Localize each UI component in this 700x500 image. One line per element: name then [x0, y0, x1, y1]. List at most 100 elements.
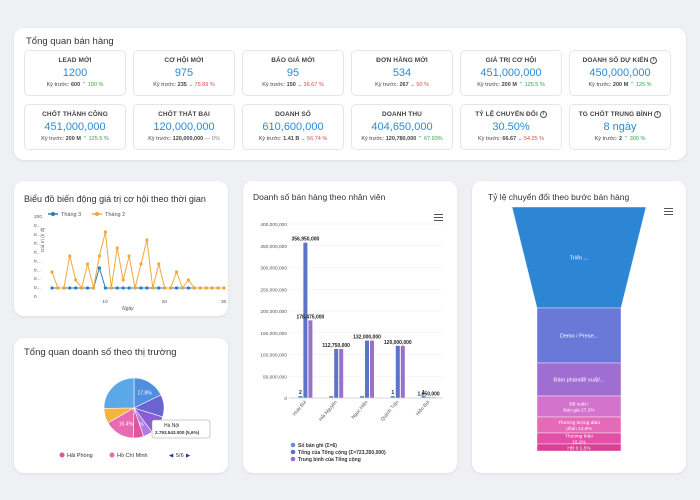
bar[interactable]: [360, 396, 364, 398]
line-point[interactable]: [109, 286, 113, 290]
bar[interactable]: [303, 242, 308, 398]
funnel-stage[interactable]: [536, 443, 622, 452]
line-point[interactable]: [210, 286, 214, 290]
kpi-card[interactable]: TỶ LỆ CHUYỂN ĐỔI i 30.50% Kỳ trước: 66.67 …: [460, 104, 562, 150]
bar-chart-menu-icon[interactable]: [434, 214, 443, 221]
kpi-card[interactable]: GIÁ TRỊ CƠ HỘI 451,000,000 Kỳ trước: 200 M…: [460, 50, 562, 96]
kpi-card[interactable]: DOANH SỐ 610,600,000 Kỳ trước: 1.41 B ⌄ 56…: [242, 104, 344, 150]
line-point[interactable]: [198, 286, 202, 290]
bar[interactable]: [365, 340, 369, 398]
legend-label[interactable]: Hải Phòng: [67, 453, 93, 459]
line-point[interactable]: [180, 286, 185, 290]
legend-dot[interactable]: [290, 442, 296, 448]
line-point[interactable]: [192, 286, 196, 290]
line-point[interactable]: [74, 286, 78, 290]
legend-label[interactable]: Tháng 2: [105, 212, 125, 218]
legend-label[interactable]: Trung bình của Tổng cộng: [298, 456, 361, 463]
line-point[interactable]: [157, 262, 161, 266]
line-point[interactable]: [121, 286, 125, 290]
legend-dot[interactable]: [59, 452, 65, 458]
line-point[interactable]: [139, 262, 143, 266]
bar[interactable]: [308, 320, 313, 398]
funnel-menu-icon[interactable]: [664, 208, 673, 215]
bar[interactable]: [370, 340, 374, 398]
line-series[interactable]: [51, 231, 224, 290]
bar[interactable]: [426, 397, 431, 398]
legend-label[interactable]: Tháng 3: [61, 212, 81, 218]
y-tick-label: 100,000,000: [260, 353, 287, 359]
line-point[interactable]: [186, 286, 191, 290]
line-point[interactable]: [139, 286, 143, 290]
kpi-label-text: BÁO GIÁ MỚI: [271, 57, 315, 64]
bar[interactable]: [298, 396, 303, 398]
line-point[interactable]: [145, 286, 149, 290]
info-icon[interactable]: i: [650, 57, 658, 64]
line-point[interactable]: [216, 286, 220, 290]
kpi-card[interactable]: CHỐT THÀNH CÔNG 451,000,000 Kỳ trước: 200 …: [24, 104, 126, 150]
bar[interactable]: [339, 348, 344, 398]
kpi-card[interactable]: DOANH THU 404,650,000 Kỳ trước: 120,780,00…: [351, 104, 453, 150]
line-point[interactable]: [50, 270, 54, 274]
line-point[interactable]: [157, 286, 161, 290]
bar[interactable]: [390, 396, 395, 398]
market-card: Tổng quan doanh số theo thị trường 17.8%…: [14, 338, 228, 473]
tooltip-name: Hà Nội: [164, 423, 179, 429]
line-point[interactable]: [169, 286, 173, 290]
line-point[interactable]: [91, 286, 96, 290]
kpi-card[interactable]: LEAD MỚI 1200 Kỳ trước: 600 ⌃ 100 %: [24, 50, 126, 96]
legend-dot[interactable]: [290, 456, 296, 462]
line-point[interactable]: [115, 286, 119, 290]
kpi-card[interactable]: BÁO GIÁ MỚI 95 Kỳ trước: 150 ⌄ 36.67 %: [242, 50, 344, 96]
line-point[interactable]: [62, 286, 66, 290]
line-point[interactable]: [115, 246, 119, 250]
line-point[interactable]: [97, 266, 102, 270]
kpi-card[interactable]: TG CHỐT TRUNG BÌNH i 8 ngày Kỳ trước: 2 ⌃ …: [569, 104, 671, 150]
line-point[interactable]: [133, 286, 137, 290]
bar[interactable]: [395, 345, 400, 398]
bar[interactable]: [400, 345, 405, 398]
line-point[interactable]: [103, 286, 107, 290]
bar[interactable]: [421, 396, 426, 398]
legend-next-icon[interactable]: ▶: [186, 453, 191, 459]
line-point[interactable]: [145, 238, 149, 242]
line-point[interactable]: [68, 286, 72, 290]
bar[interactable]: [334, 348, 339, 398]
kpi-card[interactable]: CƠ HỘI MỚI 975 Kỳ trước: 235 ⌄ 75.89 %: [133, 50, 235, 96]
line-point[interactable]: [127, 286, 131, 290]
legend-label[interactable]: Hồ Chí Minh: [117, 453, 148, 459]
line-point[interactable]: [222, 286, 226, 290]
bar[interactable]: [431, 397, 436, 398]
line-point[interactable]: [186, 278, 191, 282]
legend-label[interactable]: Tổng của Tổng cộng (Σ=723,350,000): [298, 449, 386, 456]
pie-slice[interactable]: [103, 377, 135, 409]
line-point[interactable]: [204, 286, 208, 290]
line-point[interactable]: [68, 254, 72, 258]
legend-dot[interactable]: [109, 452, 115, 458]
info-icon[interactable]: i: [654, 111, 662, 118]
legend-prev-icon[interactable]: ◀: [169, 453, 174, 459]
line-point[interactable]: [85, 286, 90, 290]
line-point[interactable]: [80, 286, 84, 290]
line-point[interactable]: [56, 286, 60, 290]
line-point[interactable]: [174, 286, 179, 290]
legend-label[interactable]: Số bản ghi (Σ=6): [298, 442, 337, 449]
line-point[interactable]: [103, 230, 107, 234]
kpi-card[interactable]: CHỐT THẤT BẠI 120,000,000 Kỳ trước: 120,00…: [133, 104, 235, 150]
x-tick-label: 10: [102, 299, 108, 305]
line-point[interactable]: [85, 262, 90, 266]
line-point[interactable]: [151, 286, 155, 290]
line-point[interactable]: [50, 286, 54, 290]
line-point[interactable]: [121, 278, 125, 282]
line-point[interactable]: [97, 254, 102, 258]
line-point[interactable]: [174, 270, 179, 274]
legend-dot[interactable]: [290, 449, 296, 455]
bar[interactable]: [329, 396, 334, 398]
kpi-card[interactable]: DOANH SỐ DỰ KIẾN i 450,000,000 Kỳ trước: 2…: [569, 50, 671, 96]
y-tick-label: 0: [284, 396, 287, 402]
line-point[interactable]: [163, 286, 167, 290]
kpi-card[interactable]: ĐƠN HÀNG MỚI 534 Kỳ trước: 267 ⌄ 50 %: [351, 50, 453, 96]
kpi-label-text: CHỐT THẤT BẠI: [158, 111, 210, 118]
line-point[interactable]: [74, 278, 78, 282]
line-point[interactable]: [127, 254, 131, 258]
info-icon[interactable]: i: [539, 111, 547, 118]
